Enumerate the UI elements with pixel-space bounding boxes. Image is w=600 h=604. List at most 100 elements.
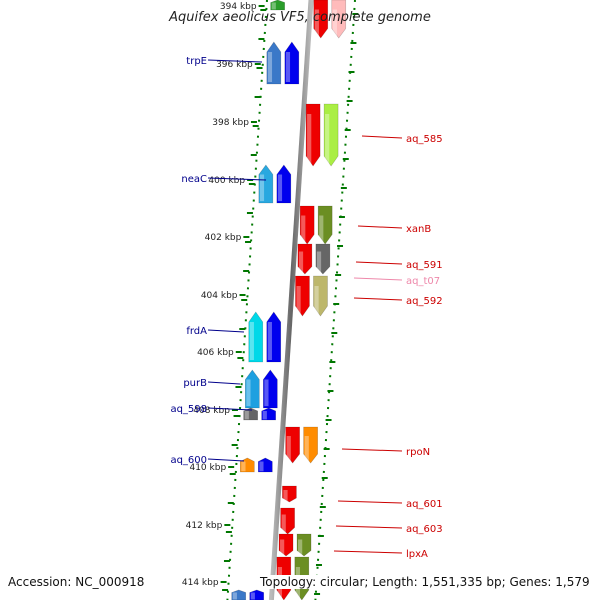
axis-tick-label: 396 kbp <box>216 60 253 70</box>
topology-label: Topology: circular; Length: 1,551,335 bp… <box>260 575 590 589</box>
gene-forward <box>270 0 285 11</box>
gene-forward-highlight <box>241 461 246 472</box>
gene-reverse <box>305 103 321 167</box>
gene-forward-highlight <box>259 461 264 472</box>
gene-forward <box>240 457 255 473</box>
gene-label-frdA: frdA <box>186 326 207 337</box>
axis-tick-label: 404 kbp <box>201 291 238 301</box>
gene-reverse-highlight <box>314 286 319 314</box>
gene-reverse-highlight <box>332 9 337 37</box>
gene-label-aq_598: aq_598 <box>170 404 207 415</box>
genome-backbone <box>268 0 314 601</box>
axis-tick-label: 406 kbp <box>197 348 234 358</box>
gene-label-aq_600: aq_600 <box>170 455 207 466</box>
axis-tick-label: 414 kbp <box>182 578 219 588</box>
gene-reverse-highlight <box>283 490 288 502</box>
gene-label-trpE: trpE <box>186 56 207 67</box>
gene-reverse-highlight <box>304 436 309 462</box>
gene-leader-line <box>207 458 245 462</box>
gene-forward-highlight <box>267 52 273 82</box>
gene-forward <box>266 41 282 85</box>
gene-reverse-highlight <box>281 514 286 533</box>
gene-reverse-highlight <box>298 539 303 555</box>
gene-forward-highlight <box>232 592 237 600</box>
accession-label: Accession: NC_000918 <box>8 575 145 589</box>
gene-forward-highlight <box>267 322 272 360</box>
gene-forward <box>284 41 300 85</box>
gene-forward-highlight <box>250 592 255 600</box>
gene-forward <box>276 164 292 204</box>
gene-leader-line <box>337 500 403 504</box>
axis-tick-label: 408 kbp <box>193 406 230 416</box>
gene-reverse <box>295 275 310 317</box>
gene-reverse-highlight <box>280 539 285 555</box>
gene-label-aq_591: aq_591 <box>406 260 443 271</box>
gene-reverse <box>282 485 297 503</box>
gene-leader-line <box>207 59 263 63</box>
gene-reverse-highlight <box>286 436 291 462</box>
gene-reverse <box>297 243 313 275</box>
gene-leader-line <box>341 448 403 452</box>
axis-tick-label: 402 kbp <box>205 233 242 243</box>
map-title: Aquifex aeolicus VF5, complete genome <box>169 10 431 25</box>
axis-tick-label: 394 kbp <box>220 2 257 12</box>
gene-reverse <box>285 426 300 464</box>
gene-leader-line <box>207 381 241 385</box>
gene-forward-highlight <box>271 2 276 10</box>
gene-reverse-highlight <box>296 286 301 314</box>
gene-reverse-highlight <box>301 215 306 243</box>
gene-reverse-highlight <box>307 114 312 164</box>
gene-label-rpoN: rpoN <box>406 447 430 458</box>
gene-reverse <box>280 507 295 535</box>
gene-leader-line <box>207 329 245 333</box>
gene-leader-line <box>353 297 403 301</box>
gene-label-neaC: neaC <box>181 174 207 185</box>
gene-leader-line <box>335 525 403 529</box>
gene-forward <box>258 457 273 473</box>
gene-leader-line <box>355 261 403 265</box>
gene-forward-highlight <box>264 379 269 407</box>
gene-reverse <box>331 0 347 39</box>
gene-leader-line <box>207 177 267 181</box>
gene-reverse-highlight <box>319 215 324 243</box>
gene-label-aq_585: aq_585 <box>406 134 443 145</box>
axis-tick-label: 410 kbp <box>189 463 226 473</box>
gene-leader-line <box>333 550 403 554</box>
gene-reverse <box>315 243 331 275</box>
gene-leader-line <box>357 225 403 229</box>
gene-forward-highlight <box>277 174 283 202</box>
gene-forward-highlight <box>246 379 251 407</box>
gene-forward-highlight <box>259 174 265 202</box>
axis-tick-label: 400 kbp <box>208 176 245 186</box>
gene-label-aq_t07: aq_t07 <box>406 276 440 287</box>
gene-reverse <box>313 0 329 39</box>
gene-reverse-highlight <box>298 251 304 273</box>
gene-reverse-highlight <box>316 251 322 273</box>
gene-label-purB: purB <box>183 378 207 389</box>
gene-forward <box>261 407 276 421</box>
gene-label-aq_601: aq_601 <box>406 499 443 510</box>
gene-reverse <box>299 205 315 245</box>
gene-reverse <box>278 533 294 557</box>
gene-forward <box>266 311 282 363</box>
gene-forward <box>248 311 264 363</box>
gene-label-lpxA: lpxA <box>406 549 428 560</box>
gene-leader-line <box>353 277 403 281</box>
gene-forward <box>263 369 278 409</box>
gene-forward-highlight <box>285 52 291 82</box>
gene-reverse-highlight <box>314 9 319 37</box>
gene-forward <box>245 369 260 409</box>
gene-leader-line <box>361 135 403 139</box>
gene-reverse-highlight <box>325 114 330 164</box>
gene-reverse <box>303 426 318 464</box>
gene-forward <box>258 164 274 204</box>
gene-forward <box>243 407 258 421</box>
gene-label-aq_592: aq_592 <box>406 296 443 307</box>
gene-forward-highlight <box>249 322 254 360</box>
gene-forward <box>249 589 265 601</box>
gene-label-xanB: xanB <box>406 224 431 235</box>
axis-tick-label: 398 kbp <box>212 118 249 128</box>
gene-leader-line <box>207 407 253 411</box>
